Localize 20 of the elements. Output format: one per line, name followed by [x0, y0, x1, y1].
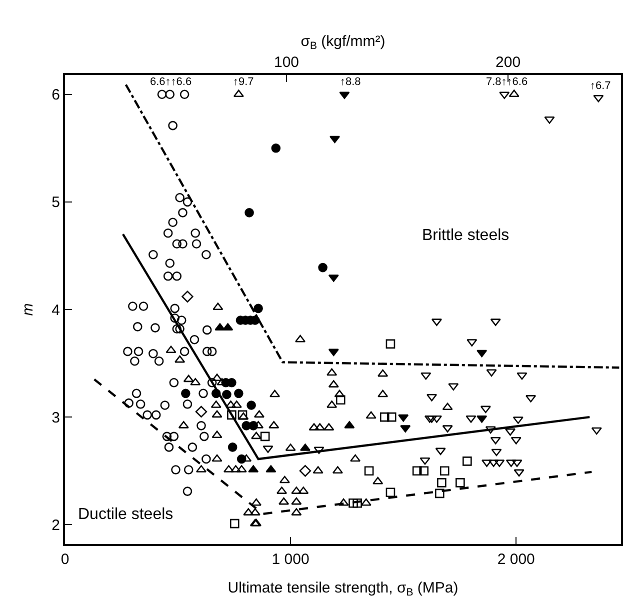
x-tick-label: 1 000: [272, 551, 310, 568]
y-tick-label: 5: [52, 194, 60, 212]
x2-tick-label: 200: [496, 54, 521, 71]
x-tick-label: 2 000: [497, 551, 535, 568]
y-tick-label: 3: [52, 409, 60, 426]
annotation: 6.6↑↑6.6: [150, 76, 192, 88]
annotation: 7.8↑↑6.6: [486, 76, 528, 88]
y-axis-title: m: [19, 303, 36, 316]
annotation: Brittle steels: [422, 227, 510, 244]
annotation: Ductile steels: [78, 506, 174, 523]
x2-tick-label: 100: [274, 54, 300, 71]
annotation: ↑8.8: [340, 76, 361, 88]
annotation: ↑9.7: [233, 76, 254, 88]
x2-axis-title: σ$_{B}$ (kgf/mm²): [300, 32, 386, 52]
y-tick-label: 4: [52, 302, 60, 319]
x-axis-title: Ultimate tensile strength, σ$_{B}$ (MPa): [228, 580, 458, 599]
y-tick-label: 2: [52, 516, 60, 534]
annotation: ↑6.7: [590, 80, 611, 92]
y-tick-label: 6: [52, 86, 60, 104]
x-tick-label: 0: [60, 551, 70, 568]
